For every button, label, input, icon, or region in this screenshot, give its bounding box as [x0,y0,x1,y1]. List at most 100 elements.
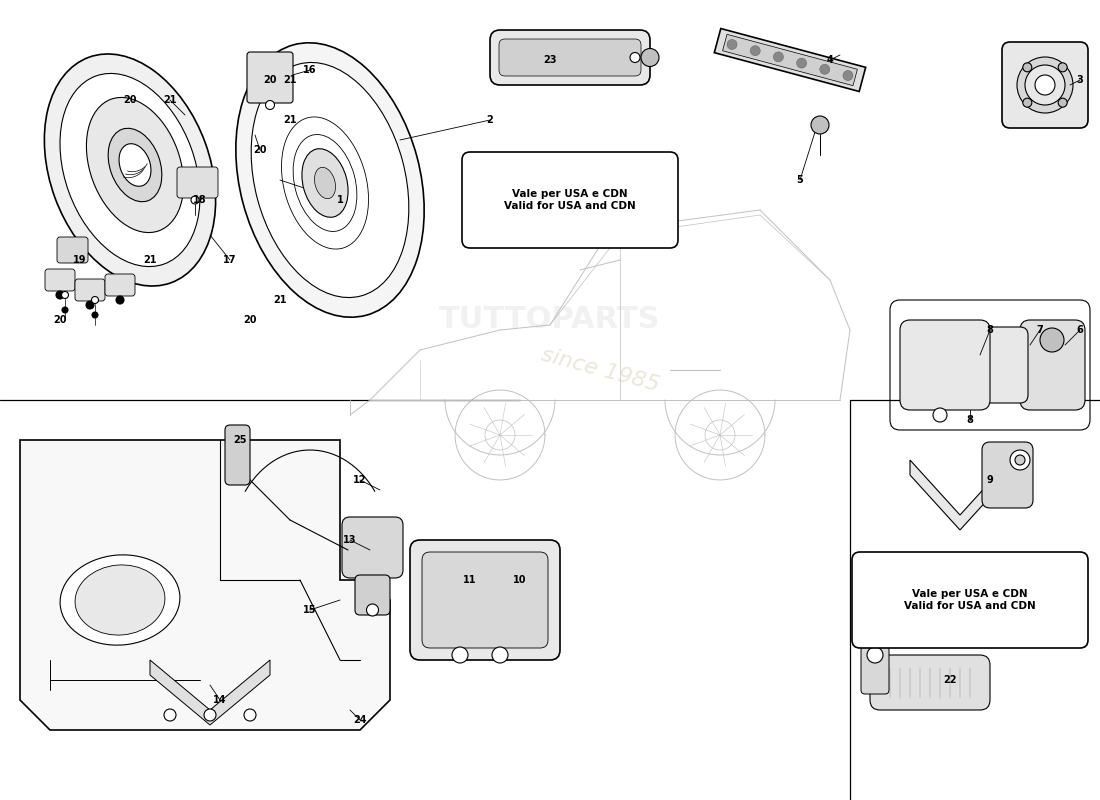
Text: 3: 3 [1077,75,1084,85]
Text: 4: 4 [826,55,834,65]
Text: 21: 21 [163,95,177,105]
Text: TUTTOPARTS: TUTTOPARTS [439,306,661,334]
Ellipse shape [315,167,336,198]
FancyBboxPatch shape [45,269,75,291]
Circle shape [164,709,176,721]
Ellipse shape [1018,57,1072,113]
FancyBboxPatch shape [900,320,990,410]
Circle shape [191,196,199,204]
Ellipse shape [60,74,200,266]
Text: 8: 8 [967,415,974,425]
Circle shape [811,116,829,134]
Circle shape [1058,98,1067,107]
FancyBboxPatch shape [75,279,104,301]
FancyBboxPatch shape [982,442,1033,508]
Text: 6: 6 [1077,325,1084,335]
Ellipse shape [44,54,216,286]
Circle shape [796,58,806,68]
Text: 18: 18 [194,195,207,205]
FancyBboxPatch shape [226,425,250,485]
Text: 21: 21 [143,255,156,265]
Ellipse shape [1035,75,1055,95]
FancyBboxPatch shape [490,30,650,85]
Circle shape [773,52,783,62]
Text: 19: 19 [74,255,87,265]
Circle shape [750,46,760,56]
FancyBboxPatch shape [1020,320,1085,410]
FancyBboxPatch shape [462,152,678,248]
Ellipse shape [75,565,165,635]
Circle shape [933,408,947,422]
Text: 24: 24 [353,715,366,725]
Ellipse shape [108,128,162,202]
Text: 11: 11 [463,575,476,585]
FancyBboxPatch shape [861,646,889,694]
Circle shape [630,53,640,62]
FancyBboxPatch shape [852,552,1088,648]
Circle shape [244,709,256,721]
Circle shape [62,307,68,313]
Circle shape [727,39,737,50]
Text: Vale per USA e CDN
Valid for USA and CDN: Vale per USA e CDN Valid for USA and CDN [904,589,1036,611]
Text: 1: 1 [337,195,343,205]
Ellipse shape [235,42,425,318]
Circle shape [1023,98,1032,107]
Text: Vale per USA e CDN
Valid for USA and CDN: Vale per USA e CDN Valid for USA and CDN [504,190,636,210]
Text: 25: 25 [233,435,246,445]
Text: 21: 21 [284,115,297,125]
FancyBboxPatch shape [1002,42,1088,128]
Ellipse shape [251,62,409,298]
FancyBboxPatch shape [177,167,218,198]
Text: 20: 20 [123,95,136,105]
Ellipse shape [301,149,348,218]
Text: 7: 7 [1036,325,1044,335]
Circle shape [1010,450,1030,470]
Text: 15: 15 [304,605,317,615]
FancyBboxPatch shape [499,39,641,76]
Ellipse shape [1040,328,1064,352]
Text: 13: 13 [343,535,356,545]
Polygon shape [723,34,857,86]
FancyBboxPatch shape [422,552,548,648]
Text: 9: 9 [987,475,993,485]
Polygon shape [150,660,270,725]
Text: 22: 22 [944,675,957,685]
Circle shape [452,647,468,663]
Circle shape [56,291,64,299]
FancyBboxPatch shape [890,300,1090,430]
Polygon shape [20,440,390,730]
Circle shape [641,49,659,66]
Text: 14: 14 [213,695,227,705]
Text: 20: 20 [263,75,277,85]
Text: 8: 8 [987,325,993,335]
Circle shape [86,301,94,309]
Text: 2: 2 [486,115,494,125]
FancyBboxPatch shape [410,540,560,660]
Text: 21: 21 [273,295,287,305]
Circle shape [366,604,378,616]
Circle shape [1015,455,1025,465]
Circle shape [62,291,68,298]
Circle shape [843,70,852,81]
FancyBboxPatch shape [977,327,1028,403]
Text: 10: 10 [514,575,527,585]
Circle shape [91,297,99,303]
Circle shape [1023,63,1032,72]
FancyBboxPatch shape [870,655,990,710]
Text: 16: 16 [304,65,317,75]
Text: since 1985: since 1985 [539,345,661,395]
Text: 20: 20 [53,315,67,325]
Circle shape [265,101,275,110]
Text: 17: 17 [223,255,236,265]
Ellipse shape [60,555,180,645]
Text: 20: 20 [253,145,266,155]
Circle shape [867,647,883,663]
Ellipse shape [87,98,184,233]
Ellipse shape [1025,65,1065,105]
Text: 20: 20 [243,315,256,325]
Circle shape [92,312,98,318]
Polygon shape [910,460,1010,530]
FancyBboxPatch shape [57,237,88,263]
Text: 21: 21 [284,75,297,85]
Ellipse shape [119,144,151,186]
